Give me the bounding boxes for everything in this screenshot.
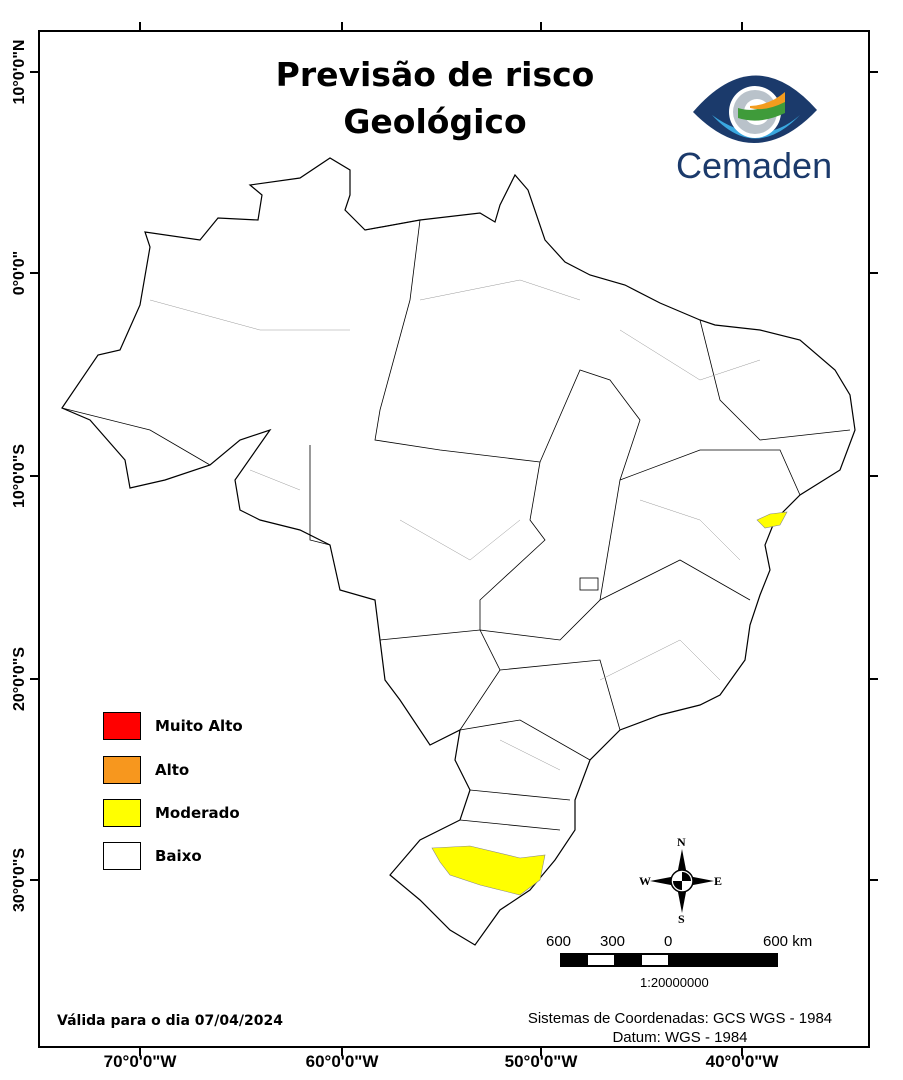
lat-label: 10°0'0"S: [11, 443, 28, 509]
lat-label: 10°0'0"N: [11, 39, 28, 105]
legend-item-muito-alto: Muito Alto: [103, 712, 243, 740]
validity: Válida para o dia 07/04/2024: [57, 1013, 283, 1029]
lat-label: 20°0'0"S: [11, 646, 28, 712]
compass-e: E: [714, 874, 723, 888]
map-frame: [38, 30, 870, 1048]
legend-label: Baixo: [155, 847, 202, 865]
scale-label: 600 km: [763, 933, 813, 950]
scale-label: 300: [600, 933, 626, 950]
crs-info: Sistemas de Coordenadas: GCS WGS - 1984 …: [490, 1009, 870, 1047]
legend-swatch: [103, 712, 141, 740]
graticule-ticks: [30, 22, 878, 1056]
compass-n: N: [677, 835, 686, 849]
municipal-borders: [149, 279, 761, 771]
lat-label: 30°0'0"S: [11, 847, 28, 913]
map-title-line2: Geológico: [343, 102, 527, 141]
datum-text: Datum: WGS - 1984: [612, 1029, 748, 1046]
risk-area-ba: [756, 511, 788, 529]
scale-label: 0: [664, 933, 673, 950]
legend-item-moderado: Moderado: [103, 799, 240, 827]
compass-w: W: [639, 874, 651, 888]
north-arrow-icon: [650, 849, 714, 913]
map-title-line1: Previsão de risco: [275, 55, 595, 94]
legend-label: Alto: [155, 761, 190, 779]
lat-label: 0°0'0": [11, 250, 28, 296]
risk-area-rs: [431, 845, 546, 896]
legend-label: Muito Alto: [155, 717, 243, 735]
legend-item-alto: Alto: [103, 756, 189, 784]
validity-label: Válida para o dia: [57, 1013, 190, 1029]
scale-ratio: 1:20000000: [640, 975, 709, 990]
validity-date: 07/04/2024: [194, 1013, 283, 1029]
lon-label: 40°0'0"W: [705, 1052, 779, 1071]
legend-item-baixo: Baixo: [103, 842, 202, 870]
state-borders: [61, 219, 851, 831]
logo-text: Cemaden: [676, 145, 833, 186]
scale-bar: [560, 953, 778, 967]
brazil-outline: [61, 157, 856, 946]
legend-label: Moderado: [155, 804, 240, 822]
lon-label: 70°0'0"W: [103, 1052, 177, 1071]
legend-swatch: [103, 799, 141, 827]
lon-label: 60°0'0"W: [305, 1052, 379, 1071]
scale-label: 600: [546, 933, 572, 950]
cemaden-logo-icon: [693, 75, 817, 144]
compass-s: S: [678, 912, 685, 926]
crs-text: Sistemas de Coordenadas: GCS WGS - 1984: [527, 1010, 833, 1027]
lon-label: 50°0'0"W: [504, 1052, 578, 1071]
legend-swatch: [103, 842, 141, 870]
legend-swatch: [103, 756, 141, 784]
